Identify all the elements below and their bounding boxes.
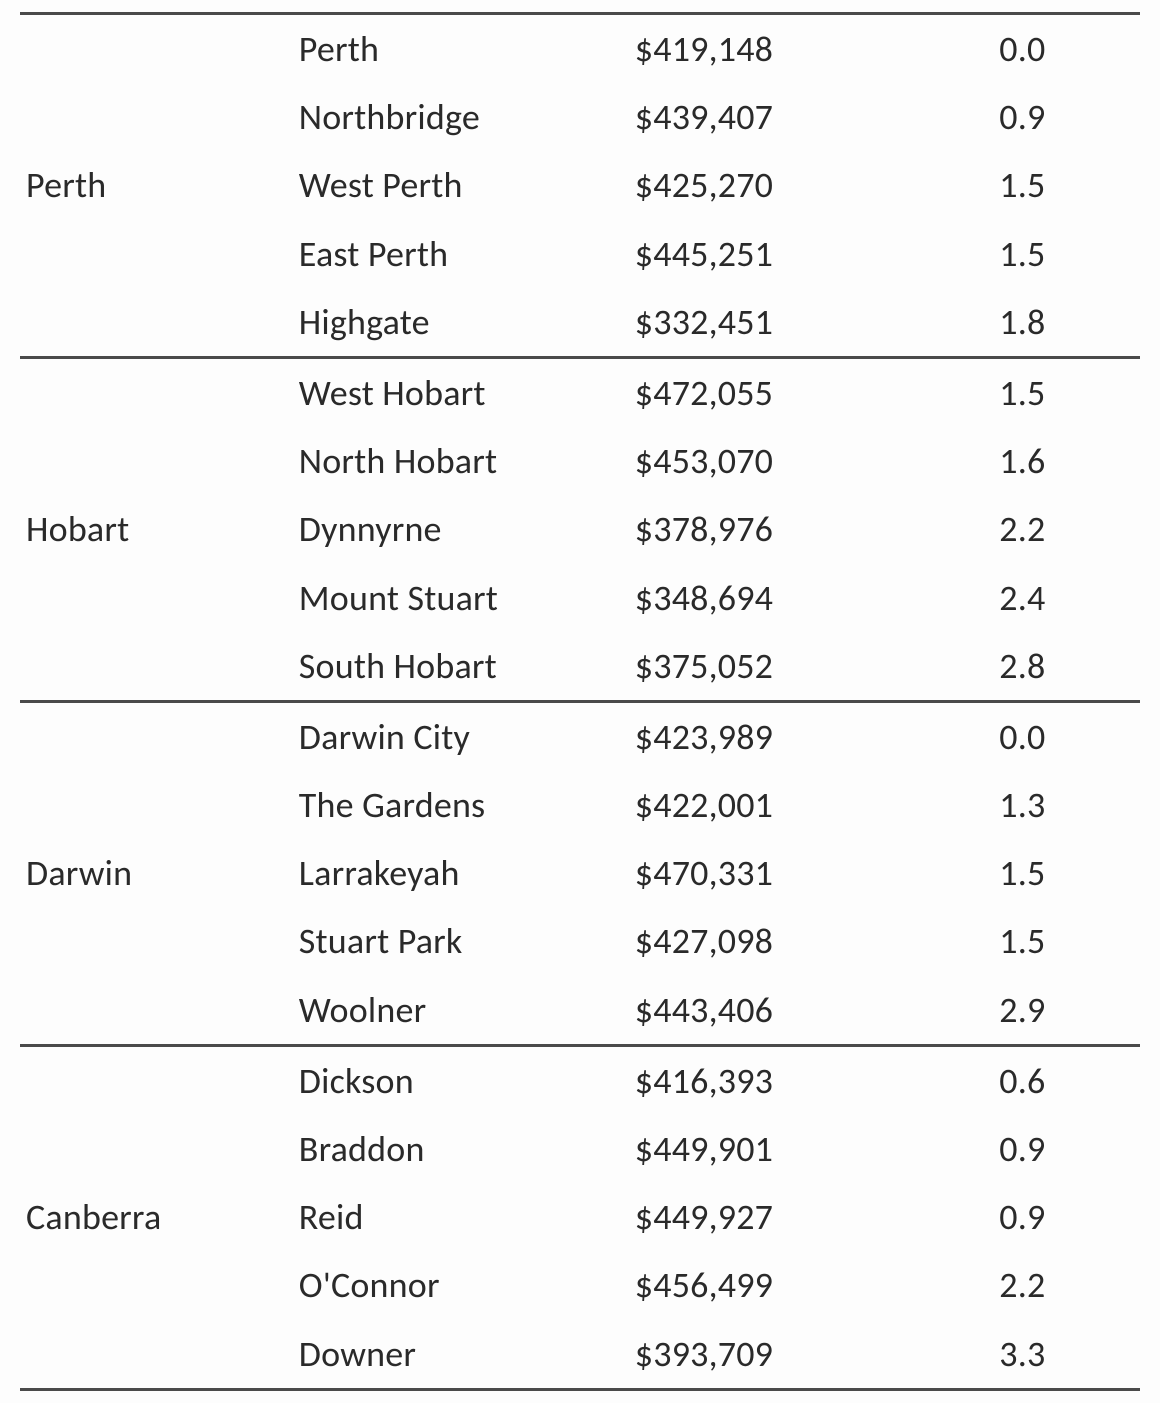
- dist-cell: 2.4: [905, 564, 1140, 632]
- dist-cell: 0.6: [905, 1045, 1140, 1115]
- price-cell: $439,407: [625, 83, 905, 151]
- suburb-cell: North Hobart: [289, 427, 625, 495]
- price-cell: $449,901: [625, 1115, 905, 1183]
- dist-cell: 0.0: [905, 14, 1140, 84]
- price-cell: $332,451: [625, 288, 905, 358]
- city-cell: Canberra: [20, 1045, 289, 1389]
- price-cell: $470,331: [625, 839, 905, 907]
- dist-cell: 1.5: [905, 220, 1140, 288]
- price-cell: $456,499: [625, 1251, 905, 1319]
- city-cell: Darwin: [20, 701, 289, 1045]
- suburb-cell: Dickson: [289, 1045, 625, 1115]
- price-cell: $423,989: [625, 701, 905, 771]
- suburb-cell: Stuart Park: [289, 907, 625, 975]
- dist-cell: 1.5: [905, 839, 1140, 907]
- group-darwin: Darwin Darwin City $423,989 0.0 The Gard…: [20, 701, 1140, 1045]
- price-cell: $425,270: [625, 151, 905, 219]
- dist-cell: 0.0: [905, 701, 1140, 771]
- suburb-cell: Northbridge: [289, 83, 625, 151]
- group-canberra: Canberra Dickson $416,393 0.6 Braddon $4…: [20, 1045, 1140, 1389]
- suburb-cell: Larrakeyah: [289, 839, 625, 907]
- table-row: Canberra Dickson $416,393 0.6: [20, 1045, 1140, 1115]
- city-cell: Hobart: [20, 357, 289, 701]
- dist-cell: 0.9: [905, 83, 1140, 151]
- suburb-cell: Downer: [289, 1320, 625, 1390]
- price-cell: $422,001: [625, 771, 905, 839]
- suburb-cell: West Perth: [289, 151, 625, 219]
- suburb-cell: Darwin City: [289, 701, 625, 771]
- table-row: Perth Perth $419,148 0.0: [20, 14, 1140, 84]
- suburb-cell: O'Connor: [289, 1251, 625, 1319]
- price-cell: $427,098: [625, 907, 905, 975]
- dist-cell: 1.5: [905, 357, 1140, 427]
- group-hobart: Hobart West Hobart $472,055 1.5 North Ho…: [20, 357, 1140, 701]
- suburb-price-table: Perth Perth $419,148 0.0 Northbridge $43…: [20, 12, 1140, 1391]
- dist-cell: 0.9: [905, 1115, 1140, 1183]
- suburb-cell: Mount Stuart: [289, 564, 625, 632]
- suburb-cell: East Perth: [289, 220, 625, 288]
- price-cell: $419,148: [625, 14, 905, 84]
- dist-cell: 3.3: [905, 1320, 1140, 1390]
- suburb-cell: Braddon: [289, 1115, 625, 1183]
- dist-cell: 2.8: [905, 632, 1140, 702]
- dist-cell: 2.9: [905, 976, 1140, 1046]
- dist-cell: 2.2: [905, 1251, 1140, 1319]
- price-cell: $472,055: [625, 357, 905, 427]
- price-cell: $393,709: [625, 1320, 905, 1390]
- suburb-cell: West Hobart: [289, 357, 625, 427]
- dist-cell: 1.5: [905, 151, 1140, 219]
- suburb-cell: Dynnyrne: [289, 495, 625, 563]
- suburb-cell: Woolner: [289, 976, 625, 1046]
- dist-cell: 2.2: [905, 495, 1140, 563]
- price-cell: $449,927: [625, 1183, 905, 1251]
- table-row: Darwin Darwin City $423,989 0.0: [20, 701, 1140, 771]
- suburb-cell: Highgate: [289, 288, 625, 358]
- suburb-cell: Reid: [289, 1183, 625, 1251]
- suburb-cell: Perth: [289, 14, 625, 84]
- table-row: Hobart West Hobart $472,055 1.5: [20, 357, 1140, 427]
- price-cell: $416,393: [625, 1045, 905, 1115]
- price-cell: $445,251: [625, 220, 905, 288]
- city-cell: Perth: [20, 14, 289, 358]
- dist-cell: 1.6: [905, 427, 1140, 495]
- price-cell: $348,694: [625, 564, 905, 632]
- dist-cell: 0.9: [905, 1183, 1140, 1251]
- price-cell: $443,406: [625, 976, 905, 1046]
- suburb-cell: South Hobart: [289, 632, 625, 702]
- group-perth: Perth Perth $419,148 0.0 Northbridge $43…: [20, 14, 1140, 358]
- dist-cell: 1.3: [905, 771, 1140, 839]
- dist-cell: 1.5: [905, 907, 1140, 975]
- price-cell: $375,052: [625, 632, 905, 702]
- price-cell: $453,070: [625, 427, 905, 495]
- dist-cell: 1.8: [905, 288, 1140, 358]
- price-cell: $378,976: [625, 495, 905, 563]
- suburb-cell: The Gardens: [289, 771, 625, 839]
